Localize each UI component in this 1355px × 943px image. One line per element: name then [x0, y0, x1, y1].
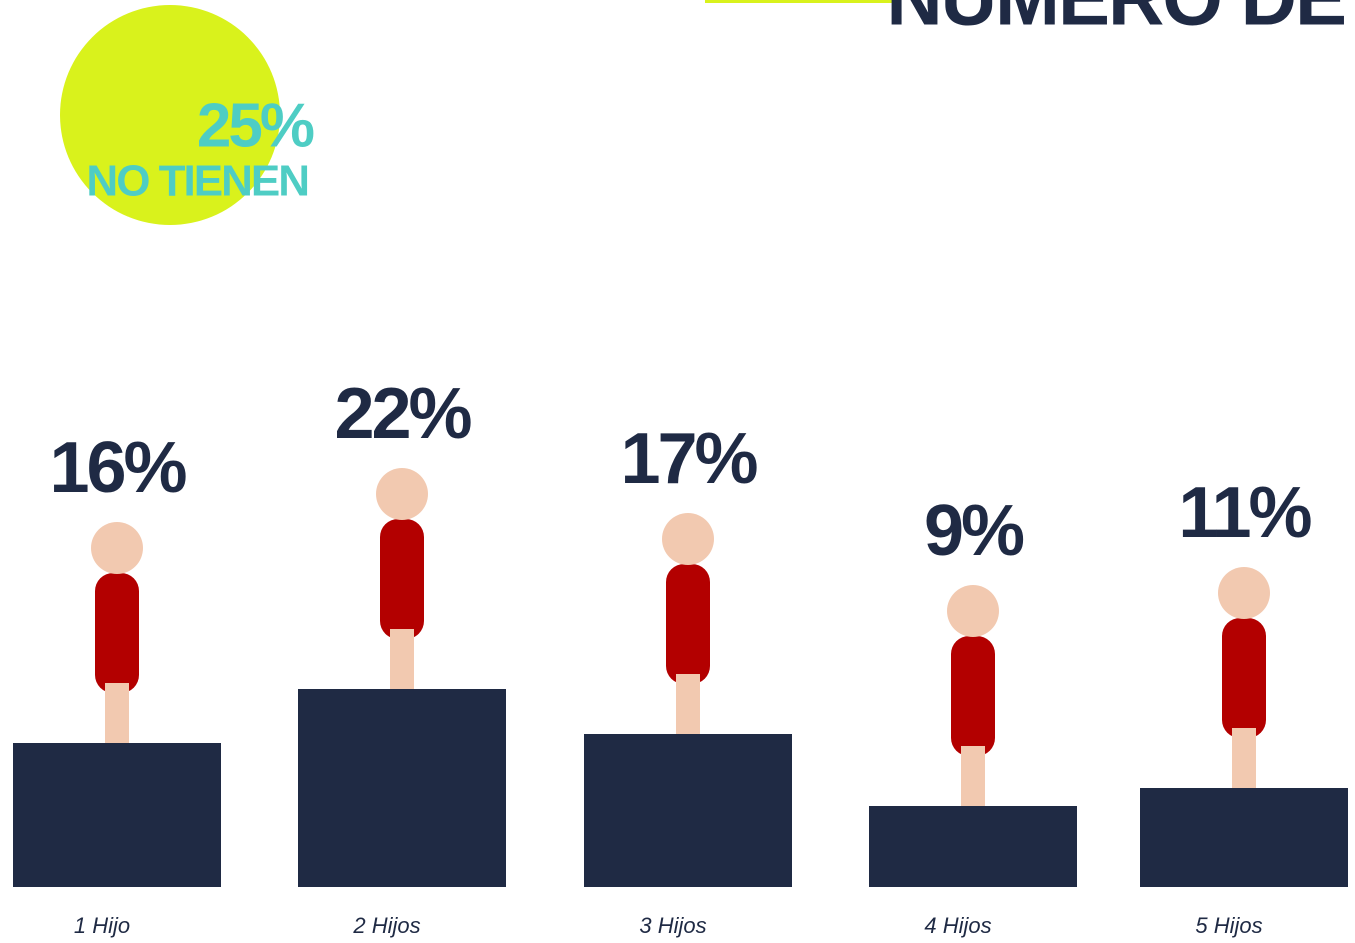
figure-head [1218, 567, 1270, 619]
figure-legs [1232, 728, 1256, 788]
podium-bar [869, 806, 1077, 887]
page: {"chart_data": {"type": "bar", "title": … [0, 0, 1355, 943]
figure-head [662, 513, 714, 565]
category-label: 4 Hijos [924, 913, 991, 938]
figure-body [1222, 618, 1266, 738]
figure-legs [105, 683, 129, 743]
podium-bar [298, 689, 506, 887]
figure-body [380, 519, 424, 639]
value-label: 9% [924, 491, 1024, 571]
value-label: 22% [334, 374, 471, 454]
podium-bar [584, 734, 792, 887]
figure-legs [390, 629, 414, 689]
value-label: 17% [620, 419, 757, 499]
chart: NÚMERO DE 25% NO TIENEN 1 Hijo 16% 2 Hijos… [0, 0, 1355, 943]
category-label: 2 Hijos [352, 913, 420, 938]
figure-head [376, 468, 428, 520]
category-label: 1 Hijo [74, 913, 130, 938]
podium-bar [13, 743, 221, 887]
value-label: 16% [49, 428, 186, 508]
figure-head [947, 585, 999, 637]
note-text: NO TIENEN [86, 157, 308, 206]
figure-body [95, 573, 139, 693]
figure-legs [961, 746, 985, 806]
value-label: 11% [1178, 473, 1311, 553]
figure-head [91, 522, 143, 574]
chart-title: NÚMERO DE [886, 0, 1345, 42]
podium-bar [1140, 788, 1348, 887]
note-value: 25% [197, 91, 314, 160]
figure-body [666, 564, 710, 684]
category-label: 5 Hijos [1195, 913, 1262, 938]
figure-legs [676, 674, 700, 734]
category-label: 3 Hijos [639, 913, 706, 938]
figure-body [951, 636, 995, 756]
